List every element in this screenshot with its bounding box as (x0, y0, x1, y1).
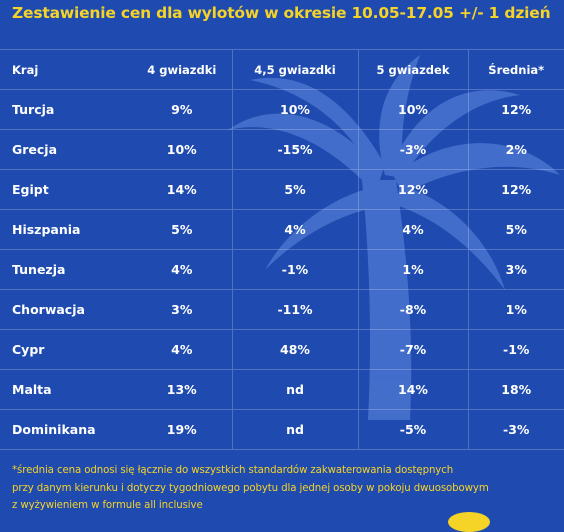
cell-average: 3% (467, 249, 564, 290)
cell-country: Tunezja (0, 249, 132, 290)
cell-country: Cypr (0, 329, 132, 370)
cell-4-stars: 3% (132, 289, 232, 330)
cell-4-stars: 4% (132, 249, 232, 290)
cell-4-stars: 4% (132, 329, 232, 370)
cell-5-stars: -8% (357, 289, 468, 330)
footnote-line: przy danym kierunku i dotyczy tygodniowe… (12, 482, 489, 494)
table-row: Tunezja 4% -1% 1% 3% (0, 249, 564, 290)
cell-average: 5% (467, 209, 564, 250)
cell-4-5-stars: -11% (231, 289, 358, 330)
cell-average: 2% (467, 129, 564, 170)
cell-4-5-stars: nd (231, 369, 358, 410)
decorative-dot (448, 512, 490, 532)
header-4-5-stars: 4,5 gwiazdki (231, 49, 358, 90)
table-header-row: Kraj 4 gwiazdki 4,5 gwiazdki 5 gwiazdek … (0, 49, 564, 90)
cell-4-stars: 5% (132, 209, 232, 250)
footnote-line: z wyżywieniem w formule all inclusive (12, 500, 203, 511)
cell-4-stars: 10% (132, 129, 232, 170)
cell-average: -1% (467, 329, 564, 370)
table-row: Dominikana 19% nd -5% -3% (0, 409, 564, 450)
cell-4-stars: 14% (132, 169, 232, 210)
table-row: Turcja 9% 10% 10% 12% (0, 89, 564, 130)
table-row: Malta 13% nd 14% 18% (0, 369, 564, 410)
cell-5-stars: 10% (357, 89, 468, 130)
cell-average: 12% (467, 169, 564, 210)
cell-4-5-stars: -1% (231, 249, 358, 290)
cell-average: 12% (467, 89, 564, 130)
header-country: Kraj (0, 49, 132, 90)
table-row: Cypr 4% 48% -7% -1% (0, 329, 564, 370)
cell-4-5-stars: 48% (231, 329, 358, 370)
cell-4-stars: 9% (132, 89, 232, 130)
table-row: Chorwacja 3% -11% -8% 1% (0, 289, 564, 330)
header-average: Średnia* (467, 49, 564, 90)
cell-4-stars: 13% (132, 369, 232, 410)
header-4-stars: 4 gwiazdki (132, 49, 232, 90)
cell-4-5-stars: 10% (231, 89, 358, 130)
cell-average: -3% (467, 409, 564, 450)
cell-country: Egipt (0, 169, 132, 210)
cell-4-5-stars: 5% (231, 169, 358, 210)
cell-5-stars: -5% (357, 409, 468, 450)
cell-country: Dominikana (0, 409, 132, 450)
cell-country: Hiszpania (0, 209, 132, 250)
table-row: Hiszpania 5% 4% 4% 5% (0, 209, 564, 250)
price-table: Kraj 4 gwiazdki 4,5 gwiazdki 5 gwiazdek … (0, 49, 564, 450)
footnote-line: *średnia cena odnosi się łącznie do wszy… (12, 465, 454, 476)
cell-average: 18% (467, 369, 564, 410)
cell-5-stars: 4% (357, 209, 468, 250)
footnote: *średnia cena odnosi się łącznie do wszy… (12, 462, 560, 515)
cell-4-5-stars: nd (231, 409, 358, 450)
table-row: Grecja 10% -15% -3% 2% (0, 129, 564, 170)
page-title: Zestawienie cen dla wylotów w okresie 10… (12, 4, 551, 22)
cell-4-5-stars: 4% (231, 209, 358, 250)
cell-5-stars: 1% (357, 249, 468, 290)
cell-5-stars: 12% (357, 169, 468, 210)
cell-country: Malta (0, 369, 132, 410)
cell-5-stars: -7% (357, 329, 468, 370)
cell-country: Turcja (0, 89, 132, 130)
header-5-stars: 5 gwiazdek (357, 49, 468, 90)
cell-average: 1% (467, 289, 564, 330)
cell-4-5-stars: -15% (231, 129, 358, 170)
table-row: Egipt 14% 5% 12% 12% (0, 169, 564, 210)
cell-4-stars: 19% (132, 409, 232, 450)
cell-country: Grecja (0, 129, 132, 170)
cell-5-stars: 14% (357, 369, 468, 410)
cell-country: Chorwacja (0, 289, 132, 330)
cell-5-stars: -3% (357, 129, 468, 170)
